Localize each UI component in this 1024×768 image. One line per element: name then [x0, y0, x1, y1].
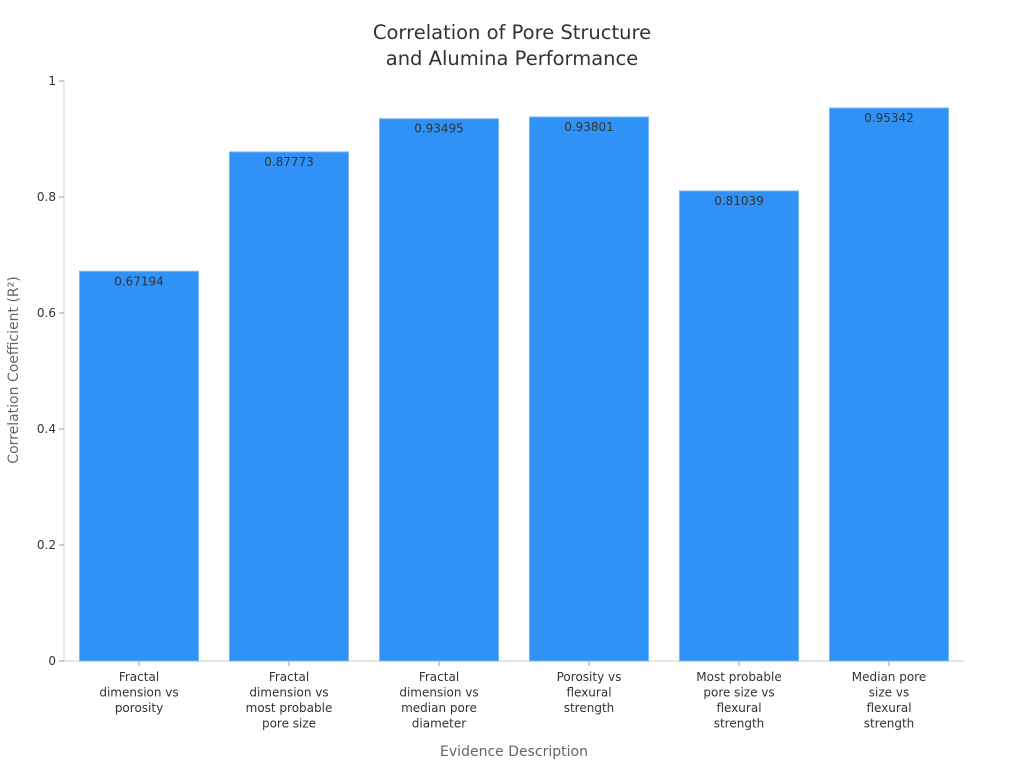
x-tick-label: Median pore size vs flexural strength	[852, 670, 926, 731]
y-axis-title: Correlation Coefficient (R²)	[6, 276, 22, 463]
bars: 0.67194 0.87773 0.93495 0.93801 0.81039 0.953…	[79, 107, 949, 662]
x-tick-label: Porosity vs flexural strength	[557, 670, 622, 715]
x-tick-label: Fractal dimension vs porosity	[99, 670, 178, 715]
chart-title: Correlation of Pore Structure and Alumin…	[0, 20, 1024, 72]
x-tick-label: Fractal dimension vs most probable pore siz…	[246, 670, 333, 731]
chart-title-line-2: and Alumina Performance	[385, 47, 639, 70]
bar[interactable]	[829, 107, 949, 662]
y-tick-label: 0.4	[37, 422, 56, 436]
bar-value-label: 0.87773	[264, 155, 314, 169]
bar[interactable]	[229, 151, 349, 662]
bar-value-label: 0.93495	[414, 122, 464, 136]
bar-value-label: 0.81039	[714, 194, 764, 208]
bar-value-label: 0.93801	[564, 120, 614, 134]
chart-title-line-1: Correlation of Pore Structure	[372, 21, 652, 44]
y-tick-label: 0	[48, 654, 56, 668]
bar[interactable]	[529, 116, 649, 662]
x-tick-label: Fractal dimension vs median pore diameter	[399, 670, 478, 731]
x-axis: Fractal dimension vs porosity Fractal dimens…	[64, 660, 964, 731]
x-tick-label: Most probable pore size vs flexural strengt…	[696, 670, 781, 731]
y-tick-label: 0.8	[37, 190, 56, 204]
bar-value-label: 0.67194	[114, 274, 164, 288]
bar[interactable]	[679, 190, 799, 662]
bar[interactable]	[79, 270, 199, 662]
x-axis-title: Evidence Description	[440, 744, 588, 760]
y-tick-label: 0.2	[37, 538, 56, 552]
bar-value-label: 0.95342	[864, 111, 914, 125]
y-tick-label: 1	[48, 74, 56, 88]
y-axis: 0 0.2 0.4 0.6 0.8 1	[37, 74, 65, 668]
bar[interactable]	[379, 118, 499, 662]
y-tick-label: 0.6	[37, 306, 56, 320]
